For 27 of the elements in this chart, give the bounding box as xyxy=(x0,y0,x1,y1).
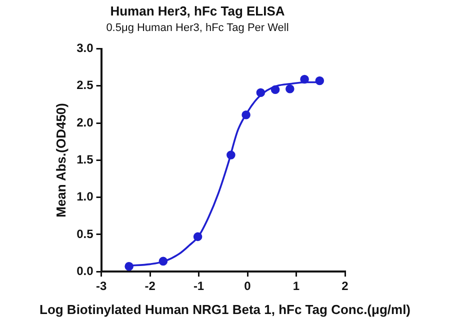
chart-subtitle: 0.5μg Human Her3, hFc Tag Per Well xyxy=(106,22,289,34)
y-tick-label: 0.0 xyxy=(76,264,94,278)
point xyxy=(158,256,168,266)
x-tick-label: 2 xyxy=(342,279,349,294)
point xyxy=(242,110,250,120)
x-tick-label: 1 xyxy=(292,279,300,294)
y-tick-label: 3.0 xyxy=(76,41,94,56)
y-tick-label: 1.0 xyxy=(76,190,94,204)
x-axis-title: Log Biotinylated Human NRG1 Beta 1, hFc Tag Conc.(μg/ml) xyxy=(39,302,411,318)
point xyxy=(270,85,280,94)
y-tick-label: 2.5 xyxy=(76,78,94,92)
chart-title: Human Her3, hFc Tag ELISA xyxy=(110,3,286,18)
x-tick-label: -3 xyxy=(96,279,107,294)
point xyxy=(124,262,134,271)
point xyxy=(193,232,202,242)
x-tick-label: -2 xyxy=(144,279,156,294)
y-tick-label: 0.5 xyxy=(76,226,94,241)
y-tick-label: 2.0 xyxy=(76,115,94,130)
x-tick-label: 0 xyxy=(244,279,252,294)
y-tick-label: 1.5 xyxy=(76,152,94,167)
y-axis-title: Mean Abs.(OD450) xyxy=(53,103,68,218)
point xyxy=(286,84,294,94)
point xyxy=(226,150,236,160)
point xyxy=(300,74,309,84)
point xyxy=(315,76,324,86)
point xyxy=(256,88,266,98)
x-tick-label: -1 xyxy=(193,279,204,294)
